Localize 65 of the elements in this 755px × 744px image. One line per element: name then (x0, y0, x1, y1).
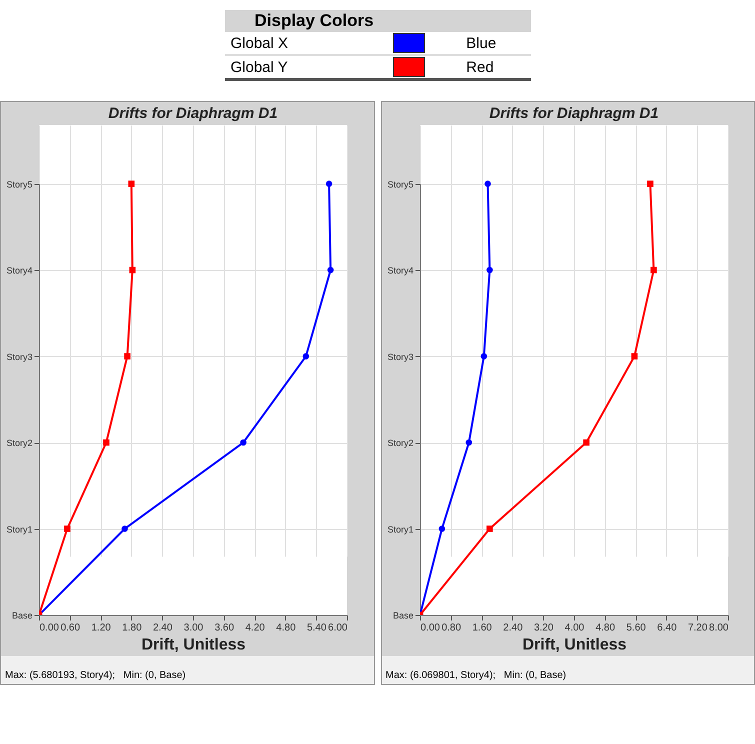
point (630, 353, 638, 360)
point (122, 526, 128, 532)
point (124, 353, 130, 360)
y-tick-label: Base (392, 610, 413, 620)
x-tick-label: 3.00 (184, 622, 204, 634)
x-tick-label: 0.60 (60, 622, 80, 634)
x-tick-label: 4.80 (595, 622, 615, 634)
point (103, 439, 110, 446)
y-tick-label: Story2 (6, 438, 32, 448)
x-tick-label: 3.60 (214, 622, 234, 634)
point (302, 353, 310, 360)
point (128, 180, 135, 187)
point (486, 526, 492, 532)
point (486, 266, 492, 274)
x-tick-label: 0.80 (441, 622, 461, 634)
y-tick-label: Story1 (386, 524, 413, 534)
text: Global Y (224, 55, 386, 80)
y-tick-label: Story4 (386, 266, 413, 276)
text: Red (460, 55, 530, 80)
x-tick-label: 1.20 (91, 622, 112, 634)
x-tick-label: 1.60 (472, 622, 492, 634)
text: Blue (460, 32, 530, 55)
x-tick-label: 0.00 (420, 622, 440, 634)
point (326, 180, 332, 187)
y-tick-label: Base (12, 610, 32, 620)
chart-title: Drifts for Diaphragm D1 (488, 105, 658, 122)
y-tick-label: Story5 (386, 179, 413, 190)
x-tick-label: 4.00 (564, 622, 584, 634)
y-tick-label: Story5 (6, 179, 32, 190)
point (650, 266, 656, 274)
x-tick-label: 2.40 (502, 622, 523, 634)
chart-title: Drifts for Diaphragm D1 (108, 105, 278, 122)
x-tick-label: 6.40 (656, 622, 677, 634)
point (582, 439, 589, 446)
point (240, 439, 246, 446)
point (438, 526, 445, 532)
y-tick-label: Story1 (6, 524, 32, 534)
x-tick-label: 0.00 (40, 622, 60, 634)
y-tick-label: Story3 (386, 352, 413, 362)
point (327, 266, 334, 274)
y-tick-label: Story2 (386, 438, 413, 448)
x-tick-label: 2.40 (152, 622, 173, 634)
x-tick-label: 4.20 (245, 622, 266, 634)
text: Max: (5.680193, Story4); Min: (0, Base) (1, 656, 374, 684)
point (480, 353, 487, 360)
x-tick-label: 7.20 (687, 622, 708, 634)
y-tick-label: Story3 (6, 352, 32, 362)
text: Global X (224, 32, 386, 55)
x-tick-label: 5.40 (306, 622, 327, 634)
legend-title: Display Colors (224, 10, 530, 32)
text: Max: (6.069801, Story4); Min: (0, Base) (382, 656, 754, 684)
x-tick-label: 3.20 (533, 622, 554, 634)
point (465, 439, 472, 446)
point (129, 266, 136, 274)
x-tick-label: 4.80 (276, 622, 296, 634)
x-axis-title: Drift, Unitless (522, 636, 626, 654)
x-tick-label: 1.80 (122, 622, 142, 634)
x-tick-label: 8.00 (708, 622, 728, 634)
x-axis-title: Drift, Unitless (141, 636, 246, 654)
x-tick-label: 5.60 (626, 622, 646, 634)
point (646, 180, 653, 187)
point (64, 526, 70, 532)
x-tick-label: 6.00 (328, 622, 348, 634)
point (484, 180, 490, 187)
y-tick-label: Story4 (6, 266, 32, 276)
